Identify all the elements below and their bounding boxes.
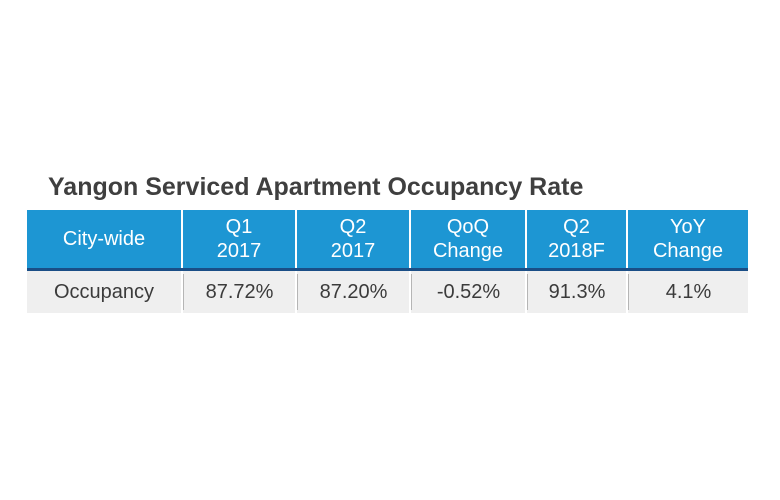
table-title: Yangon Serviced Apartment Occupancy Rate <box>48 173 584 201</box>
header-qoq-change: QoQ Change <box>409 210 526 271</box>
header-yoy-change: YoY Change <box>626 210 748 271</box>
header-city-wide: City-wide <box>27 210 182 271</box>
header-row: City-wide Q1 2017 Q2 2017 QoQ Change Q2 … <box>27 210 748 271</box>
table-row: Occupancy 87.72% 87.20% -0.52% 91.3% 4.1… <box>27 269 748 313</box>
cell-yoy-change: 4.1% <box>626 269 748 313</box>
header-q2-2018f: Q2 2018F <box>525 210 627 271</box>
occupancy-table: City-wide Q1 2017 Q2 2017 QoQ Change Q2 … <box>27 210 748 313</box>
header-q1-2017: Q1 2017 <box>181 210 296 271</box>
cell-q1-2017: 87.72% <box>181 269 296 313</box>
header-q2-2017: Q2 2017 <box>295 210 410 271</box>
cell-row-label: Occupancy <box>27 269 182 313</box>
cell-qoq-change: -0.52% <box>409 269 526 313</box>
cell-q2-2017: 87.20% <box>295 269 410 313</box>
cell-q2-2018f: 91.3% <box>525 269 627 313</box>
